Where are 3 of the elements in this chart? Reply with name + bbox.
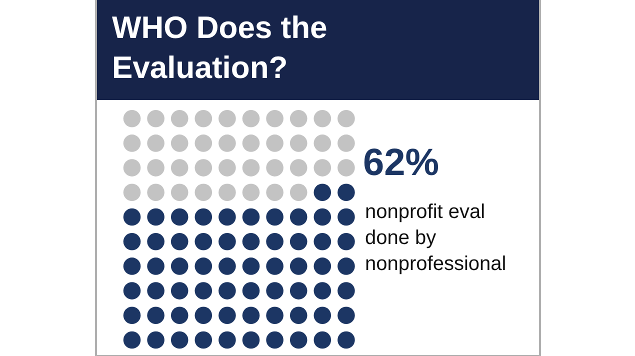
category-label: nonprofit eval done by nonprofessional <box>365 201 506 275</box>
data-label: 62% <box>363 142 440 184</box>
text: WHO Does the Evaluation? <box>112 10 328 85</box>
